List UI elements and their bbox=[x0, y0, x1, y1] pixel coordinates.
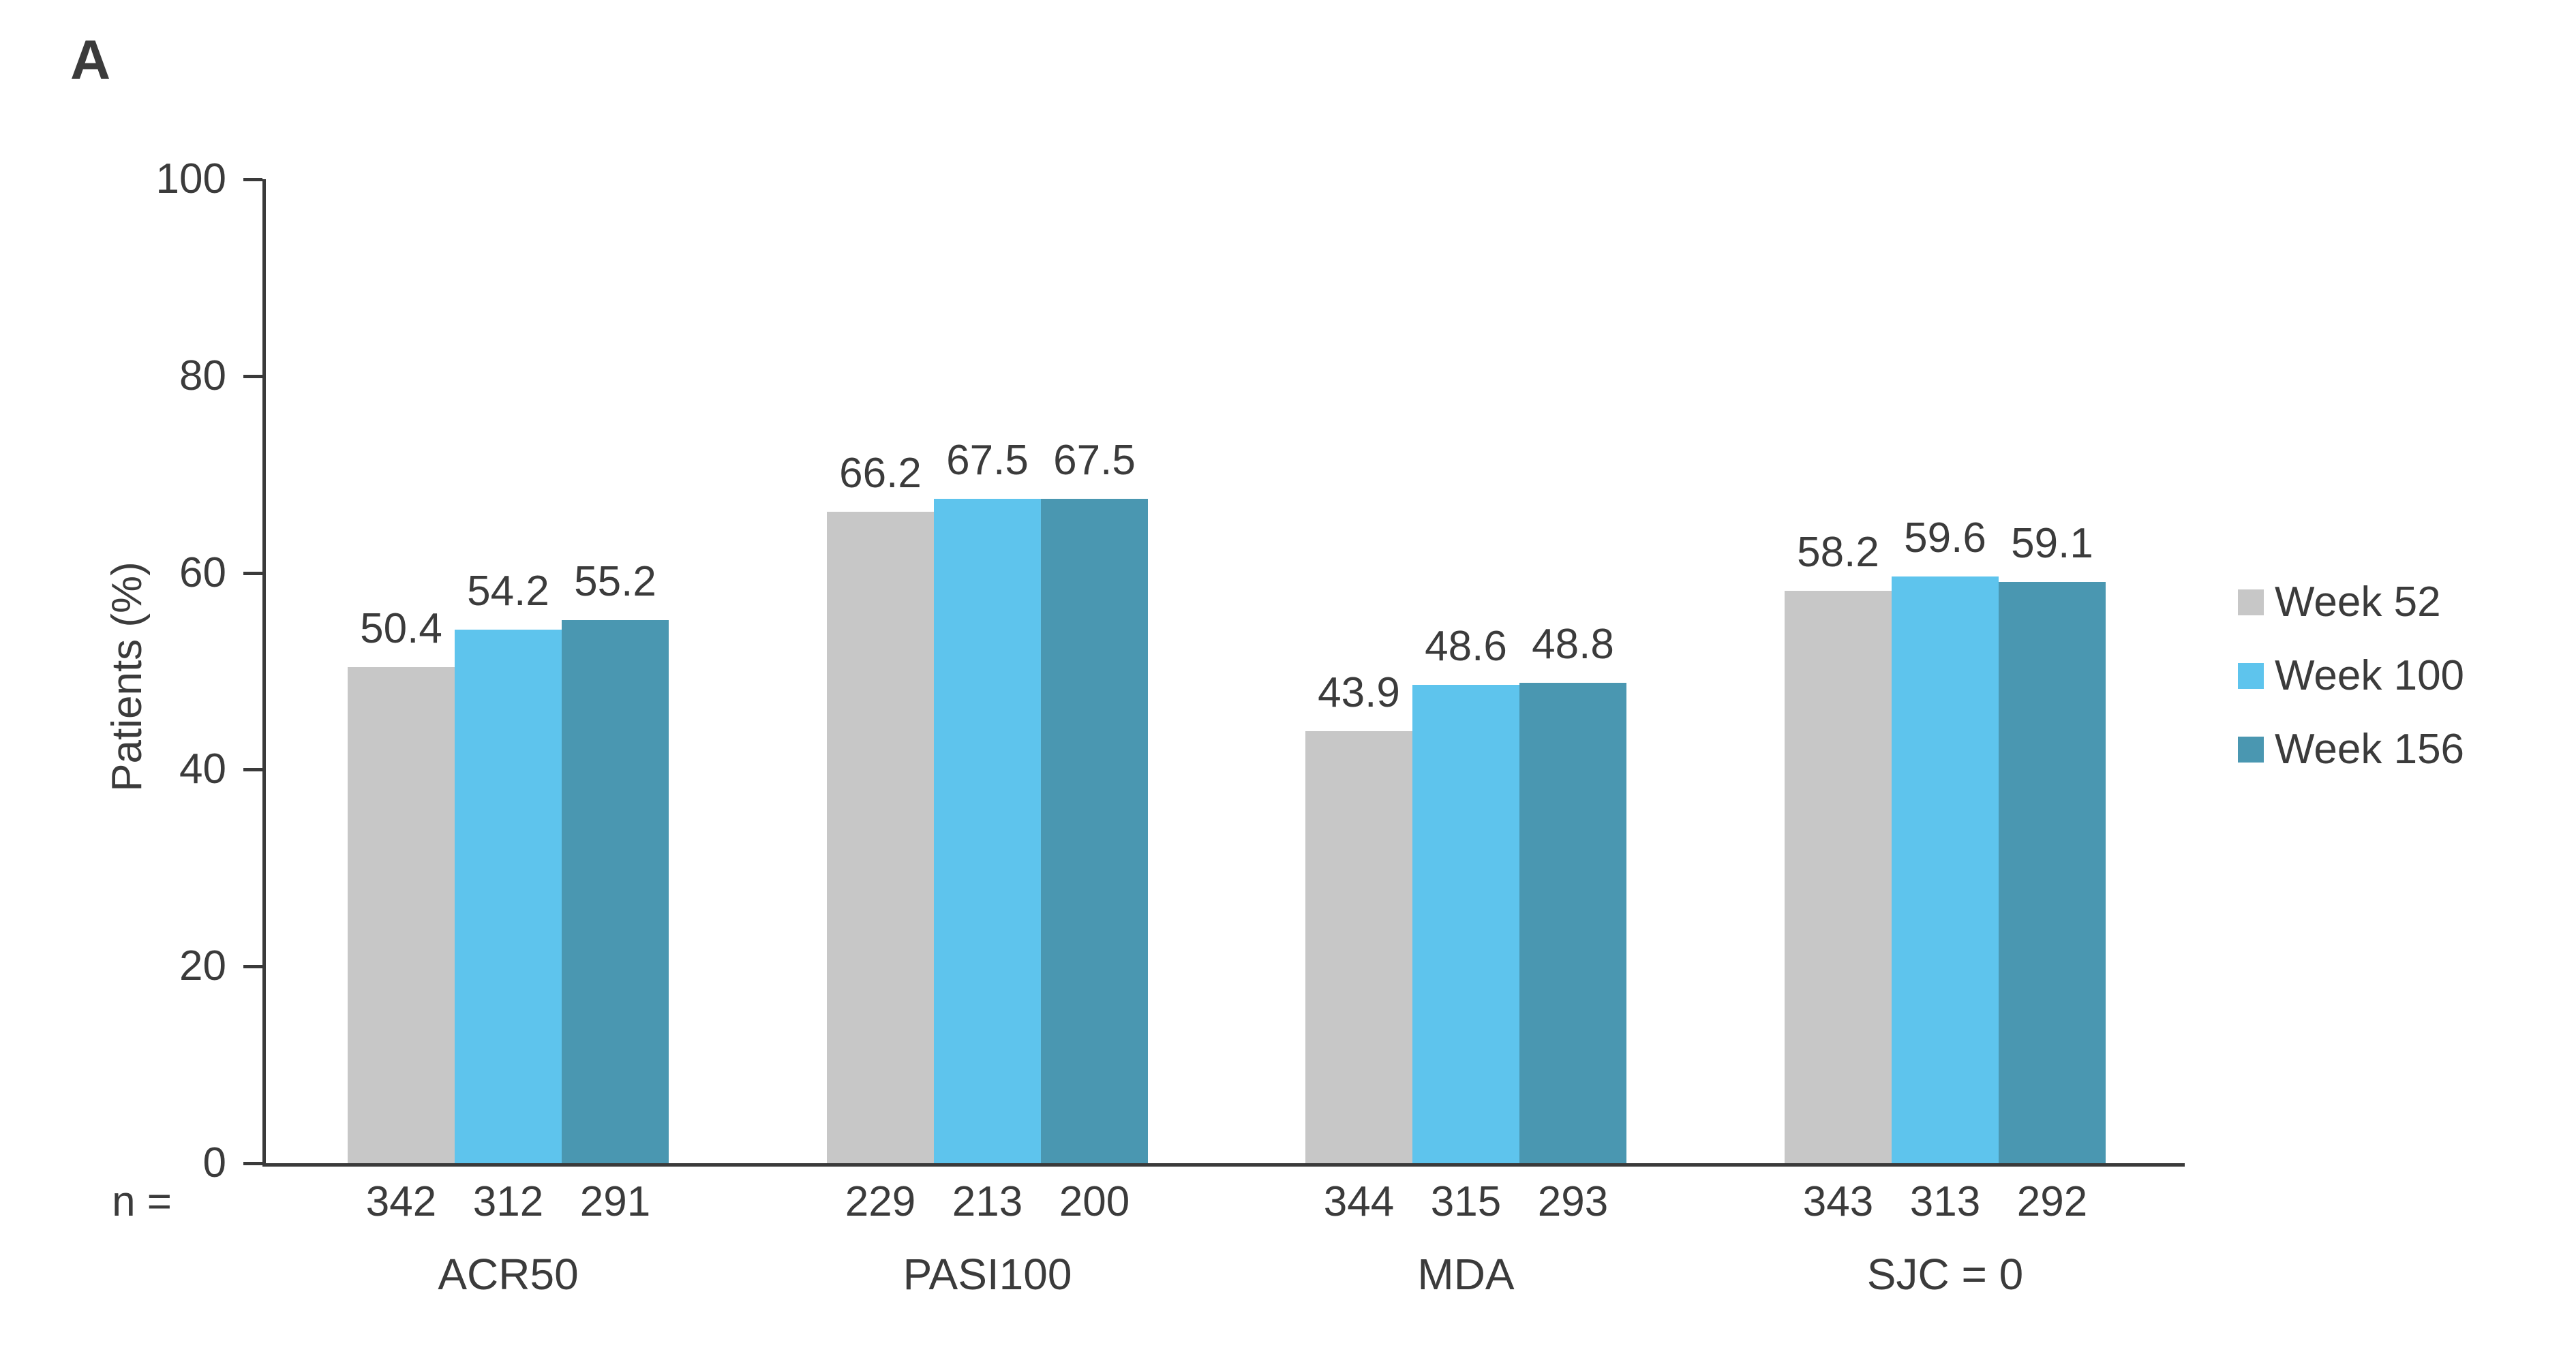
y-tick-label: 60 bbox=[179, 549, 226, 596]
x-axis-line bbox=[262, 1163, 2185, 1167]
category-label-mda: MDA bbox=[1417, 1250, 1515, 1299]
bar-value-label: 58.2 bbox=[1797, 528, 1879, 576]
bar-sjc-0-week-156 bbox=[1999, 581, 2106, 1163]
y-tick-label: 80 bbox=[179, 352, 226, 399]
n-value: 292 bbox=[2016, 1178, 2088, 1225]
y-tick-mark bbox=[243, 965, 262, 969]
legend-label-week-156: Week 156 bbox=[2275, 726, 2465, 773]
n-value: 312 bbox=[472, 1178, 544, 1225]
bar-sjc-0-week-100 bbox=[1892, 576, 1999, 1163]
bar-value-label: 48.6 bbox=[1425, 623, 1507, 671]
category-label-sjc-0: SJC = 0 bbox=[1866, 1250, 2024, 1299]
y-tick-label: 20 bbox=[179, 942, 226, 990]
y-tick-label: 0 bbox=[202, 1139, 226, 1186]
n-value: 342 bbox=[365, 1178, 437, 1225]
n-value: 293 bbox=[1537, 1178, 1609, 1225]
bar-value-label: 59.1 bbox=[2011, 519, 2093, 567]
y-tick-label: 100 bbox=[155, 155, 226, 202]
bar-mda-week-156 bbox=[1519, 683, 1626, 1163]
n-value: 343 bbox=[1802, 1178, 1874, 1225]
y-tick-mark bbox=[243, 571, 262, 575]
bar-value-label: 55.2 bbox=[574, 557, 656, 605]
bar-value-label: 48.8 bbox=[1532, 621, 1614, 668]
bar-value-label: 67.5 bbox=[1053, 437, 1136, 484]
bar-acr50-week-52 bbox=[348, 667, 455, 1163]
n-value: 291 bbox=[579, 1178, 651, 1225]
bar-value-label: 50.4 bbox=[360, 605, 442, 653]
y-tick-mark bbox=[243, 178, 262, 181]
legend-swatch-week-52 bbox=[2238, 589, 2264, 615]
bar-acr50-week-100 bbox=[455, 630, 562, 1163]
bar-mda-week-52 bbox=[1305, 731, 1412, 1163]
y-tick-mark bbox=[243, 1162, 262, 1165]
y-axis-line bbox=[262, 179, 266, 1167]
y-tick-label: 40 bbox=[179, 745, 226, 793]
n-value: 315 bbox=[1430, 1178, 1502, 1225]
n-value: 344 bbox=[1323, 1178, 1395, 1225]
legend-label-week-52: Week 52 bbox=[2275, 579, 2441, 626]
n-value: 213 bbox=[952, 1178, 1023, 1225]
panel-label: A bbox=[70, 29, 111, 91]
bar-pasi100-week-52 bbox=[827, 512, 934, 1163]
legend-label-week-100: Week 100 bbox=[2275, 652, 2465, 699]
y-tick-mark bbox=[243, 374, 262, 378]
legend-swatch-week-100 bbox=[2238, 663, 2264, 689]
bar-value-label: 66.2 bbox=[839, 450, 922, 497]
bar-value-label: 67.5 bbox=[946, 437, 1029, 484]
bar-pasi100-week-100 bbox=[934, 499, 1041, 1163]
bar-sjc-0-week-52 bbox=[1785, 590, 1892, 1163]
n-equals-label: n = bbox=[112, 1178, 172, 1225]
bar-pasi100-week-156 bbox=[1041, 499, 1148, 1163]
n-value: 200 bbox=[1059, 1178, 1130, 1225]
n-value: 313 bbox=[1909, 1178, 1981, 1225]
category-label-pasi100: PASI100 bbox=[903, 1250, 1072, 1299]
category-label-acr50: ACR50 bbox=[438, 1250, 579, 1299]
bar-value-label: 59.6 bbox=[1904, 514, 1986, 562]
bar-value-label: 43.9 bbox=[1318, 669, 1400, 717]
bar-value-label: 54.2 bbox=[467, 568, 549, 615]
bar-acr50-week-156 bbox=[562, 619, 669, 1163]
legend-swatch-week-156 bbox=[2238, 737, 2264, 763]
bar-mda-week-100 bbox=[1412, 685, 1519, 1163]
y-tick-mark bbox=[243, 768, 262, 772]
n-value: 229 bbox=[845, 1178, 916, 1225]
